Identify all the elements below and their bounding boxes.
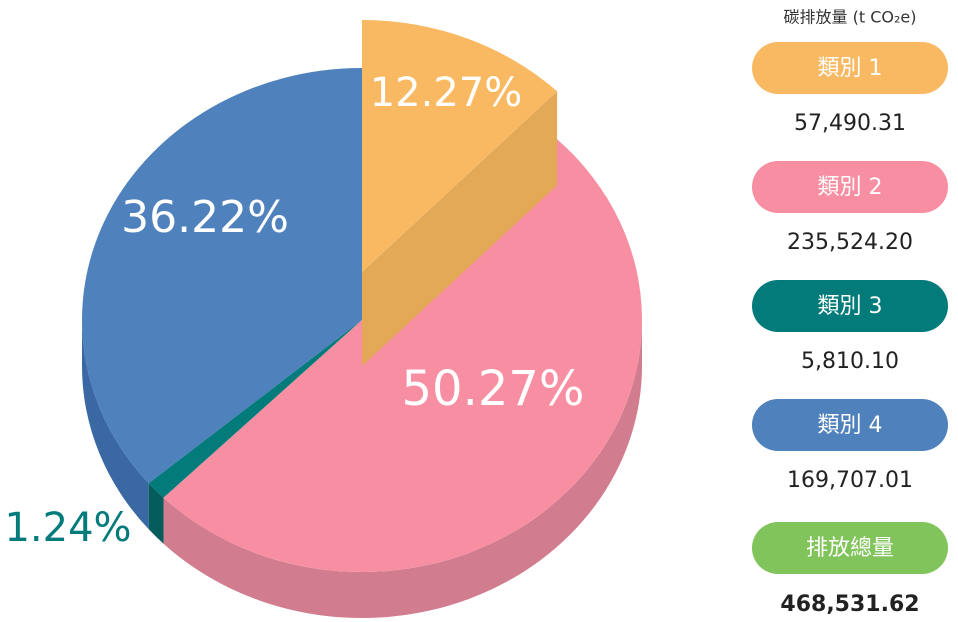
- legend-pill: [752, 161, 948, 213]
- legend-value: 235,524.20: [787, 230, 913, 255]
- slice-label: 50.27%: [401, 361, 584, 417]
- slice-side: [82, 320, 149, 530]
- legend-pill: [752, 399, 948, 451]
- slice-label: 12.27%: [370, 70, 523, 116]
- slice-side: [148, 483, 164, 544]
- slice: [163, 139, 643, 573]
- legend-pill-label: 類別 3: [818, 294, 883, 319]
- slice: [82, 68, 363, 484]
- slice-label: 36.22%: [121, 192, 289, 243]
- total-pill-label: 排放總量: [806, 536, 894, 561]
- legend-pill: [752, 42, 948, 94]
- slice-cut-face: [362, 91, 558, 367]
- slice-side: [163, 320, 642, 618]
- total-pill: [752, 522, 948, 574]
- legend-pill-label: 類別 1: [818, 56, 883, 81]
- legend-value: 169,707.01: [787, 468, 913, 493]
- legend-title: 碳排放量 (t CO₂e): [784, 8, 917, 27]
- slice: [362, 20, 558, 272]
- legend-value: 5,810.10: [801, 349, 899, 374]
- slice: [148, 320, 362, 498]
- slice-label: 1.24%: [4, 505, 131, 551]
- legend-pill-label: 類別 4: [818, 413, 883, 438]
- legend-value: 57,490.31: [794, 111, 906, 136]
- legend-pill: [752, 280, 948, 332]
- legend-pill-label: 類別 2: [818, 175, 883, 200]
- total-value: 468,531.62: [780, 592, 919, 617]
